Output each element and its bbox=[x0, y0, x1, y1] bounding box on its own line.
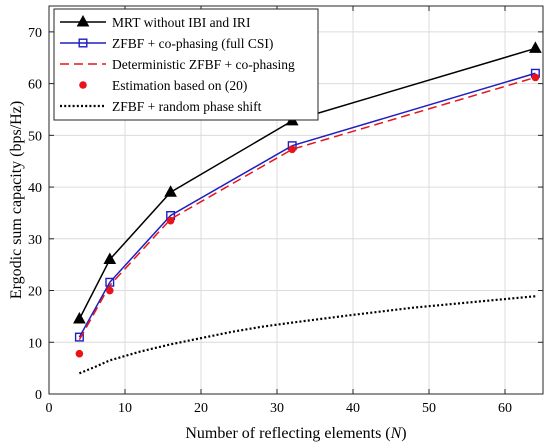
y-tick-label: 30 bbox=[28, 233, 42, 248]
series-area bbox=[73, 41, 542, 375]
y-tick-label: 70 bbox=[28, 26, 42, 41]
x-tick-label: 20 bbox=[194, 401, 208, 416]
data-point bbox=[166, 216, 175, 225]
x-tick-label: 40 bbox=[346, 401, 360, 416]
legend-marker bbox=[79, 81, 87, 89]
legend-entry: Estimation based on (20) bbox=[79, 78, 247, 93]
data-point bbox=[106, 286, 114, 295]
y-tick-label: 0 bbox=[35, 388, 42, 403]
x-tick-label: 60 bbox=[498, 401, 512, 416]
legend-label: MRT without IBI and IRI bbox=[112, 15, 251, 30]
y-axis-title: Ergodic sum capacity (bps/Hz) bbox=[8, 101, 25, 299]
legend-label: ZFBF + co-phasing (full CSI) bbox=[112, 36, 273, 51]
legend-label: ZFBF + random phase shift bbox=[112, 99, 262, 114]
data-point bbox=[74, 332, 84, 342]
plot-frame bbox=[48, 5, 544, 395]
y-tick-label: 10 bbox=[28, 336, 42, 351]
x-axis-title-part: Number of reflecting elements ( bbox=[185, 425, 390, 442]
y-tick-label: 60 bbox=[28, 78, 42, 93]
x-axis-title-part: ) bbox=[401, 425, 406, 442]
y-tick-label: 50 bbox=[28, 129, 42, 144]
legend-marker bbox=[76, 14, 90, 27]
y-tick-label: 20 bbox=[28, 285, 42, 300]
x-tick-label: 10 bbox=[118, 401, 132, 416]
data-point bbox=[288, 145, 297, 154]
legend-entry: MRT without IBI and IRI bbox=[60, 14, 251, 30]
series-5 bbox=[78, 295, 536, 375]
x-tick-label: 0 bbox=[46, 401, 53, 416]
data-point bbox=[103, 252, 117, 264]
legend-label: Deterministic ZFBF + co-phasing bbox=[112, 57, 295, 72]
legend-entry: ZFBF + co-phasing (full CSI) bbox=[60, 36, 273, 51]
x-tick-label: 30 bbox=[270, 401, 284, 416]
legend-marker bbox=[78, 38, 88, 48]
data-point bbox=[73, 311, 86, 324]
series-4 bbox=[75, 73, 540, 358]
legend-label: Estimation based on (20) bbox=[112, 78, 247, 93]
axis-ticks: 0 10 20 30 40 50 60 0 10 20 30 40 50 60 70 bbox=[28, 6, 543, 416]
legend: MRT without IBI and IRI ZFBF + co-phasing… bbox=[53, 8, 319, 121]
data-point bbox=[529, 41, 542, 53]
data-point bbox=[75, 349, 84, 358]
legend-box bbox=[53, 8, 319, 121]
series-line bbox=[78, 295, 536, 375]
x-tick-label: 50 bbox=[422, 401, 436, 416]
x-axis-title: Number of reflecting elements (N) bbox=[185, 425, 406, 442]
y-tick-label: 40 bbox=[28, 181, 42, 196]
data-point bbox=[164, 185, 177, 197]
legend-entry: ZFBF + random phase shift bbox=[60, 99, 262, 114]
legend-entry: Deterministic ZFBF + co-phasing bbox=[60, 57, 295, 72]
series-line bbox=[78, 72, 536, 338]
data-point bbox=[531, 73, 540, 82]
x-axis-title-var: N bbox=[390, 425, 403, 442]
